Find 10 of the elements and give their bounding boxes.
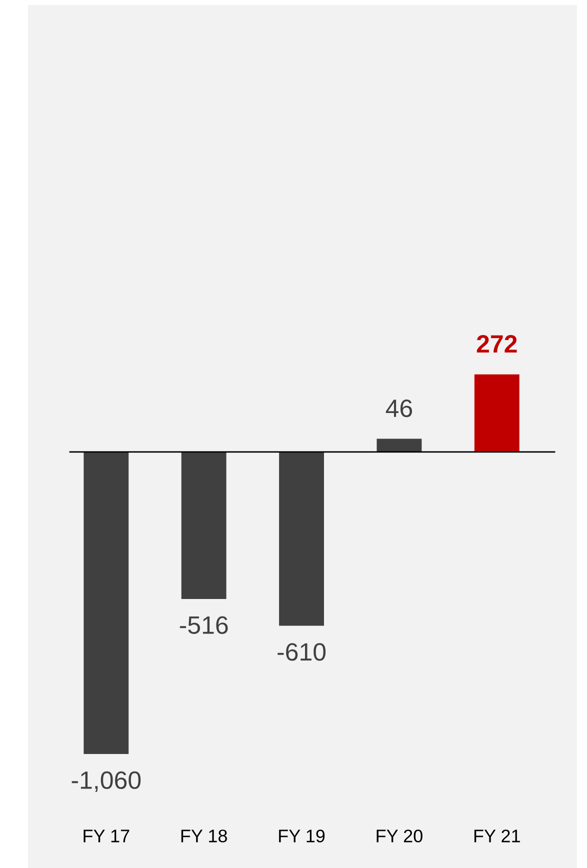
x-tick-label: FY 20 xyxy=(376,830,422,842)
x-tick-label: FY 19 xyxy=(279,830,325,842)
data-label: -610 xyxy=(278,643,326,661)
x-tick-label: FY 17 xyxy=(84,830,130,842)
data-label: -516 xyxy=(180,616,228,634)
x-tick-label: FY 18 xyxy=(181,830,227,842)
data-label: -1,060 xyxy=(72,771,141,792)
x-tick-label: FY 21 xyxy=(474,830,520,842)
data-label: 272 xyxy=(476,335,517,353)
data-label: 46 xyxy=(386,399,412,418)
